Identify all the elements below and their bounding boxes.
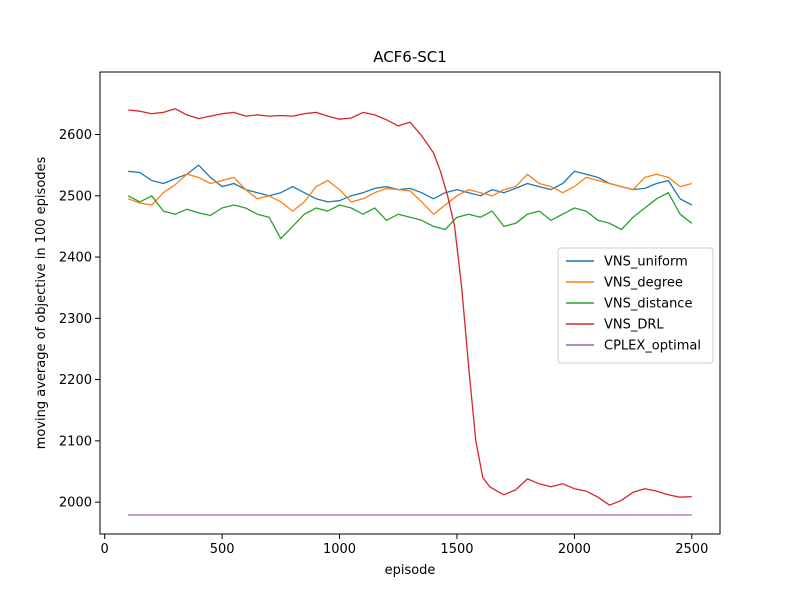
chart-title: ACF6-SC1 xyxy=(373,48,447,66)
x-tick-label: 0 xyxy=(101,542,109,557)
series-layer xyxy=(127,108,693,516)
y-tick-label: 2500 xyxy=(59,189,92,204)
x-tick-label: 1000 xyxy=(323,542,356,557)
x-tick-label: 1500 xyxy=(440,542,473,557)
series-line-vns-drl xyxy=(128,108,692,506)
legend-entry: VNS_distance xyxy=(604,297,692,312)
y-tick-label: 2400 xyxy=(59,251,92,266)
legend-entry: CPLEX_optimal xyxy=(604,339,701,354)
x-tick-label: 2000 xyxy=(558,542,591,557)
y-tick-label: 2100 xyxy=(59,434,92,449)
x-axis: 0 500 1000 1500 2000 2500 xyxy=(101,534,708,557)
y-tick-label: 2200 xyxy=(59,373,92,388)
x-axis-label: episode xyxy=(385,563,436,578)
plot-frame xyxy=(99,71,721,535)
y-axis: 2000 2100 2200 2300 2400 2500 2600 xyxy=(59,128,100,511)
series-line-vns-distance xyxy=(127,192,693,240)
y-tick-label: 2000 xyxy=(59,496,92,511)
legend-box xyxy=(557,247,714,364)
x-tick-label: 500 xyxy=(210,542,235,557)
series-line-vns-uniform xyxy=(128,164,693,206)
series-line-vns-degree xyxy=(127,173,692,215)
y-axis-label: moving average of objective in 100 episo… xyxy=(34,156,49,449)
legend-entry: VNS_DRL xyxy=(604,318,664,333)
legend-entry: VNS_uniform xyxy=(604,255,688,270)
y-tick-label: 2600 xyxy=(59,128,92,143)
legend: VNS_uniform VNS_degree VNS_distance VNS_DRL… xyxy=(557,247,714,364)
legend-entry: VNS_degree xyxy=(604,276,683,291)
x-tick-label: 2500 xyxy=(675,542,708,557)
y-tick-label: 2300 xyxy=(59,312,92,327)
